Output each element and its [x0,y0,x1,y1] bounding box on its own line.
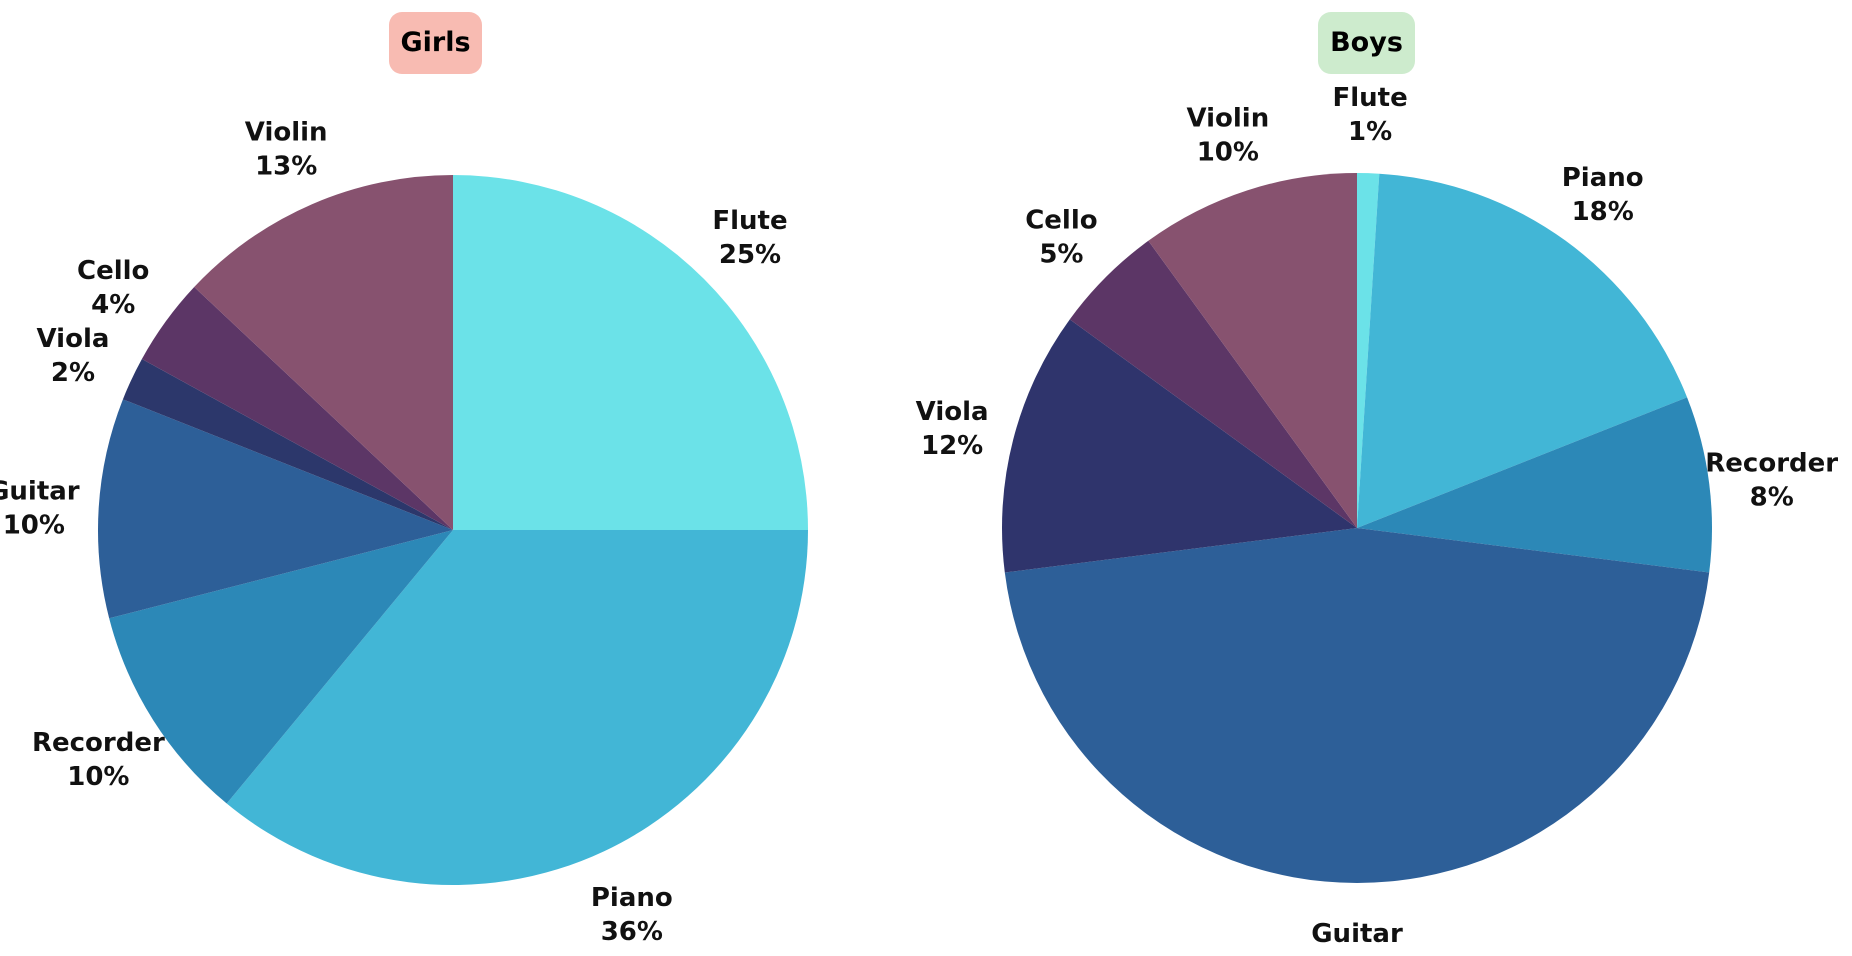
girls-label-name-cello: Cello [77,256,149,286]
boys-label-recorder: Recorder 8% [1705,449,1838,513]
boys-slices [1001,173,1712,883]
girls-labels: Flute 25% Piano 36% Recorder 10% Guitar 10% Viol… [0,118,788,947]
girls-label-percent-guitar: 10% [3,511,65,541]
boys-slice-guitar [1004,528,1710,883]
boys-slice-piano [1357,173,1688,529]
boys-slice-recorder [1357,397,1712,573]
girls-label-name-flute: Flute [712,206,787,236]
girls-label-name-guitar: Guitar [0,477,80,507]
girls-label-name-recorder: Recorder [32,728,165,758]
girls-label-recorder: Recorder 10% [32,728,165,792]
boys-label-percent-recorder: 8% [1750,483,1794,513]
boys-label-name-violin: Violin [1186,103,1269,133]
girls-slice-recorder [109,530,453,804]
boys-title: Boys [1330,27,1403,58]
girls-label-cello: Cello 4% [77,256,149,320]
boys-label-name-guitar: Guitar [1311,919,1403,949]
boys-label-piano: Piano 18% [1562,163,1644,227]
boys-slice-cello [1069,240,1357,529]
girls-slice-piano [226,530,808,885]
girls-label-name-piano: Piano [591,883,673,913]
girls-label-name-violin: Violin [245,118,328,148]
boys-label-percent-piano: 18% [1572,197,1634,227]
girls-label-name-viola: Viola [37,324,110,354]
boys-label-percent-cello: 5% [1039,239,1083,269]
girls-title: Girls [400,27,470,58]
boys-label-name-viola: Viola [916,397,989,427]
girls-slice-violin [194,175,454,530]
boys-label-name-recorder: Recorder [1705,449,1838,479]
girls-label-percent-violin: 13% [255,152,317,182]
girls-slices [97,175,808,885]
girls-label-guitar: Guitar 10% [0,477,80,541]
boys-label-percent-flute: 1% [1348,117,1392,147]
boys-title-badge [1318,12,1415,74]
girls-slice-flute [453,175,808,530]
boys-label-cello: Cello 5% [1025,205,1097,269]
girls-slice-guitar [97,399,453,619]
girls-label-percent-viola: 2% [51,358,95,388]
girls-title-badge [389,12,482,74]
boys-label-violin: Violin 10% [1186,103,1269,167]
girls-pie-chart: Girls Flute 25% Piano 36% Recorder 10% Guitar 1… [0,12,808,947]
boys-pie-chart: Boys Flute 1% Piano 18% Recorder 8% Guitar 46% V… [916,12,1839,956]
boys-slice-flute [1357,173,1380,528]
boys-label-name-cello: Cello [1025,205,1097,235]
boys-label-guitar: Guitar 46% [1311,919,1403,956]
boys-slice-viola [1001,319,1357,573]
boys-label-percent-viola: 12% [921,431,983,461]
boys-label-flute: Flute 1% [1333,83,1408,147]
boys-label-name-flute: Flute [1333,83,1408,113]
boys-label-name-piano: Piano [1562,163,1644,193]
girls-label-flute: Flute 25% [712,206,787,270]
girls-label-percent-piano: 36% [601,917,663,947]
boys-slice-violin [1148,173,1357,528]
girls-label-viola: Viola 2% [37,324,110,388]
boys-label-percent-guitar: 46% [1326,953,1388,956]
girls-label-percent-recorder: 10% [67,762,129,792]
boys-label-percent-violin: 10% [1197,137,1259,167]
boys-labels: Flute 1% Piano 18% Recorder 8% Guitar 46% Viola 1… [916,83,1839,956]
girls-slice-viola [122,358,453,530]
girls-label-violin: Violin 13% [245,118,328,182]
girls-slice-cello [141,286,453,530]
girls-label-percent-flute: 25% [719,240,781,270]
boys-label-viola: Viola 12% [916,397,989,461]
girls-label-piano: Piano 36% [591,883,673,947]
girls-label-percent-cello: 4% [91,290,135,320]
